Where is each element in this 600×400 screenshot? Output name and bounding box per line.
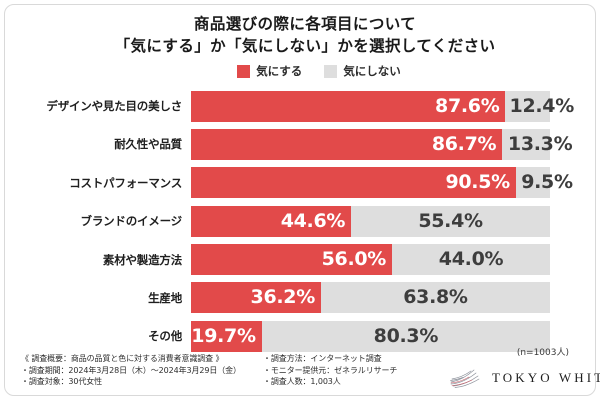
- legend-swatch-gray: [324, 64, 338, 78]
- category-label: 生産地: [148, 290, 182, 305]
- chart-card: 商品選びの際に各項目について 「気にする」か「気にしない」かを選択してください …: [4, 4, 600, 397]
- brand-logo: TOKYO WHITE: [449, 366, 600, 390]
- chart-row: ブランドのイメージ 44.6% 55.4%: [5, 204, 597, 238]
- title-line-2: 「気にする」か「気にしない」かを選択してください: [114, 37, 496, 55]
- brush-stroke-logo-icon: [450, 369, 480, 388]
- bar-value-kinisuru: 44.6%: [280, 209, 346, 232]
- bar-value-kinisuru: 87.6%: [435, 94, 500, 117]
- bar-value-kinishinai: 63.8%: [403, 286, 468, 309]
- bar-value-kinisuru: 19.7%: [191, 324, 256, 347]
- footer-line: ・モニター提供元：ゼネラルリサーチ: [263, 365, 398, 375]
- legend-item-kinisuru: 気にする: [237, 63, 302, 79]
- sample-size-note: (n=1003人): [516, 348, 569, 358]
- bar-value-kinishinai: 13.3%: [507, 132, 573, 155]
- chart-row: デザインや見た目の美しさ 87.6% 12.4%: [5, 89, 597, 123]
- legend-swatch-red: [237, 64, 251, 78]
- page-title: 商品選びの際に各項目について 「気にする」か「気にしない」かを選択してください: [5, 13, 597, 57]
- bar-value-kinisuru: 36.2%: [250, 286, 316, 309]
- legend-item-kinishinai: 気にしない: [324, 63, 401, 79]
- chart-legend: 気にする 気にしない: [5, 63, 597, 79]
- footer-line: 《 調査概要：商品の品質と色に対する消費者意識調査 》: [21, 354, 224, 363]
- bar-segment-kinisuru: 44.6%: [191, 205, 352, 237]
- bar-value-kinishinai: 9.5%: [521, 171, 573, 194]
- bar-track: 86.7% 13.3%: [191, 128, 573, 160]
- bar-value-kinishinai: 44.0%: [438, 248, 504, 271]
- brand-logo-text: TOKYO WHITE: [492, 370, 600, 385]
- category-label: デザインや見た目の美しさ: [46, 99, 182, 113]
- category-label: その他: [148, 329, 182, 344]
- bar-track: 87.6% 12.4%: [191, 90, 574, 122]
- bar-value-kinisuru: 86.7%: [431, 132, 497, 155]
- footer-line: ・調査人数：1,003人: [263, 377, 341, 387]
- chart-row: 耐久性や品質 86.7% 13.3%: [5, 127, 597, 161]
- bar-segment-kinisuru: 86.7%: [191, 128, 503, 160]
- footer-line: ・調査期間：2024年3月28日（木）〜2024年3月29日（金）: [21, 365, 241, 375]
- bar-segment-kinisuru: 56.0%: [191, 244, 393, 276]
- bar-track: 90.5% 9.5%: [191, 167, 573, 199]
- chart-row: コストパフォーマンス 90.5% 9.5%: [5, 166, 597, 200]
- bar-value-kinisuru: 90.5%: [445, 171, 510, 194]
- legend-label-kinisuru: 気にする: [256, 64, 303, 78]
- footer-right-column: ・調査方法：インターネット調査 ・モニター提供元：ゼネラルリサーチ ・調査人数：…: [263, 353, 443, 388]
- chart-row: その他 19.7% 80.3%: [5, 319, 597, 353]
- chart-row: 素材や製造方法 56.0% 44.0%: [5, 243, 597, 277]
- category-label: ブランドのイメージ: [80, 214, 183, 229]
- bar-segment-kinisuru: 36.2%: [191, 282, 321, 314]
- bar-segment-kinisuru: 19.7%: [191, 320, 262, 352]
- footer-line: ・調査方法：インターネット調査: [263, 354, 382, 363]
- bar-value-kinishinai: 80.3%: [373, 324, 439, 347]
- footer: 《 調査概要：商品の品質と色に対する消費者意識調査 》 ・調査期間：2024年3…: [5, 353, 597, 397]
- chart-row: 生産地 36.2% 63.8%: [5, 281, 597, 315]
- legend-label-kinishinai: 気にしない: [343, 64, 401, 78]
- bar-value-kinisuru: 56.0%: [321, 248, 387, 271]
- bar-value-kinishinai: 55.4%: [418, 209, 483, 232]
- title-line-1: 商品選びの際に各項目について: [193, 15, 417, 33]
- footer-line: ・調査対象：30代女性: [21, 377, 103, 387]
- category-label: コストパフォーマンス: [69, 175, 182, 190]
- bar-track: 56.0% 44.0%: [191, 244, 550, 276]
- bar-track: 36.2% 63.8%: [191, 282, 550, 314]
- bar-segment-kinisuru: 87.6%: [191, 90, 506, 122]
- bar-value-kinishinai: 12.4%: [509, 94, 575, 117]
- bar-segment-kinisuru: 90.5%: [191, 167, 516, 199]
- footer-left-column: 《 調査概要：商品の品質と色に対する消費者意識調査 》 ・調査期間：2024年3…: [21, 353, 259, 388]
- bar-track: 44.6% 55.4%: [191, 205, 550, 237]
- category-label: 素材や製造方法: [102, 252, 182, 267]
- chart-rows: デザインや見た目の美しさ 87.6% 12.4% 耐久性や品質 86.7% 13.3% コス…: [5, 89, 597, 358]
- bar-track: 19.7% 80.3%: [191, 320, 550, 352]
- category-label: 耐久性や品質: [114, 137, 182, 152]
